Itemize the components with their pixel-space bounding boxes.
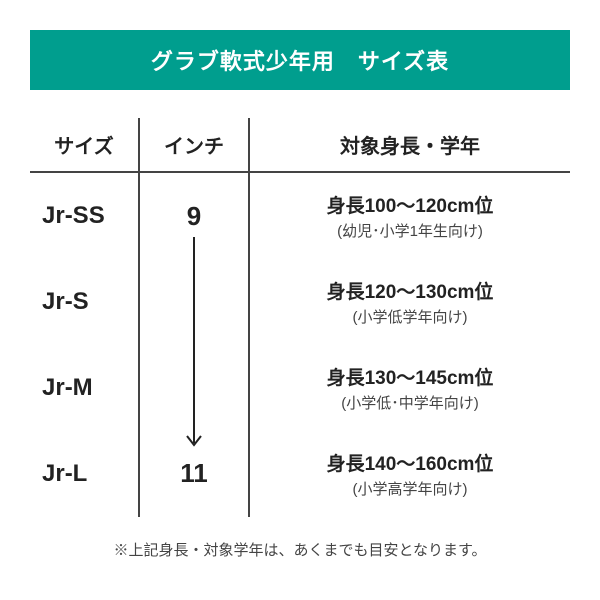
grade-text: (小学低･中学年向け) (341, 392, 479, 413)
title-bar: グラブ軟式少年用 サイズ表 (30, 30, 570, 90)
height-text: 身長120～130cm位 (327, 277, 494, 304)
inch-start: 9 (187, 201, 201, 232)
size-column: Jr-SS Jr-S Jr-M Jr-L (30, 173, 140, 517)
arrow-down-icon (184, 237, 204, 453)
size-cell: Jr-SS (30, 173, 138, 259)
header-target: 対象身長・学年 (250, 118, 570, 171)
grade-text: (幼児･小学1年生向け) (337, 220, 483, 241)
header-inch: インチ (140, 118, 250, 171)
target-cell: 身長140～160cm位 (小学高学年向け) (250, 449, 570, 499)
height-text: 身長130～145cm位 (327, 363, 494, 390)
size-cell: Jr-L (30, 431, 138, 517)
target-cell: 身長120～130cm位 (小学低学年向け) (250, 277, 570, 327)
table-header-row: サイズ インチ 対象身長・学年 (30, 118, 570, 173)
inch-end: 11 (180, 458, 208, 489)
table-row: 身長140～160cm位 (小学高学年向け) (250, 431, 570, 517)
size-table: サイズ インチ 対象身長・学年 Jr-SS Jr-S Jr-M Jr-L 9 1… (30, 118, 570, 517)
target-column: 身長100～120cm位 (幼児･小学1年生向け) 身長120～130cm位 (… (250, 173, 570, 517)
table-body: Jr-SS Jr-S Jr-M Jr-L 9 11 身長100～120cm位 (… (30, 173, 570, 517)
target-cell: 身長100～120cm位 (幼児･小学1年生向け) (250, 191, 570, 241)
inch-column: 9 11 (140, 173, 250, 517)
footnote: ※上記身長・対象学年は、あくまでも目安となります。 (30, 539, 570, 560)
height-text: 身長140～160cm位 (327, 449, 494, 476)
grade-text: (小学高学年向け) (353, 478, 468, 499)
table-row: 身長130～145cm位 (小学低･中学年向け) (250, 345, 570, 431)
table-row: 身長120～130cm位 (小学低学年向け) (250, 259, 570, 345)
header-size: サイズ (30, 118, 140, 171)
target-cell: 身長130～145cm位 (小学低･中学年向け) (250, 363, 570, 413)
grade-text: (小学低学年向け) (353, 306, 468, 327)
size-cell: Jr-S (30, 259, 138, 345)
size-cell: Jr-M (30, 345, 138, 431)
height-text: 身長100～120cm位 (327, 191, 494, 218)
table-row: 身長100～120cm位 (幼児･小学1年生向け) (250, 173, 570, 259)
